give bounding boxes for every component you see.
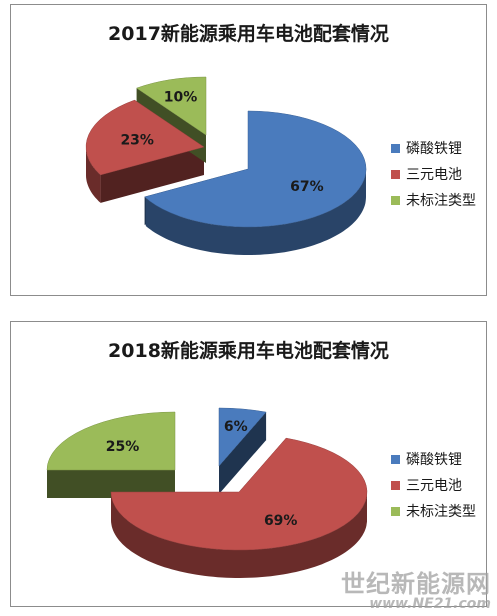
pie-slice-side-unlabeled [47, 470, 175, 498]
legend-swatch [391, 143, 400, 153]
legend-item-unlabeled: 未标注类型 [391, 187, 476, 213]
pie-slice-lfp [144, 110, 367, 228]
legend: 磷酸铁锂 三元电池 未标注类型 [391, 135, 476, 213]
data-label-lfp: 67% [290, 179, 324, 195]
pie-slice-ternary [85, 99, 205, 176]
pie-slice-unlabeled [46, 411, 176, 471]
pie-chart-2018: 6% 69% 25% [46, 407, 368, 578]
data-label-lfp: 6% [224, 419, 248, 435]
data-label-unlabeled: 10% [164, 89, 198, 105]
pie-slice-lfp [218, 407, 267, 467]
legend-item-lfp: 磷酸铁锂 [391, 135, 476, 161]
chart-title: 2018新能源乘用车电池配套情况 [108, 340, 389, 362]
data-label-ternary: 69% [264, 513, 298, 529]
legend-label: 磷酸铁锂 [406, 452, 462, 468]
pie-slice-ternary [110, 437, 368, 551]
chart-title: 2017新能源乘用车电池配套情况 [108, 23, 389, 45]
legend-item-ternary: 三元电池 [391, 161, 476, 187]
legend-swatch [391, 195, 400, 205]
legend-label: 三元电池 [406, 478, 462, 494]
data-label-unlabeled: 25% [106, 439, 140, 455]
legend-item-ternary: 三元电池 [391, 472, 476, 498]
legend-swatch [391, 454, 400, 464]
legend-item-lfp: 磷酸铁锂 [391, 446, 476, 472]
legend-label: 三元电池 [406, 167, 462, 183]
legend-swatch [391, 480, 400, 490]
legend-label: 未标注类型 [406, 504, 476, 520]
chart-panel-2018: 2018新能源乘用车电池配套情况 6% 69% 25% 磷酸铁锂 三元电池 未标注类… [10, 321, 487, 607]
watermark: 世纪新能源网 www.NE21.com [341, 570, 491, 613]
chart-panel-2017: 2017新能源乘用车电池配套情况 67% 23% 10% 磷酸铁锂 三元电池 未标注… [10, 4, 487, 296]
pie-slice-unlabeled [136, 76, 207, 136]
legend-label: 未标注类型 [406, 193, 476, 209]
watermark-url: www.NE21.com [369, 596, 491, 613]
legend-swatch [391, 169, 400, 179]
legend-label: 磷酸铁锂 [406, 141, 462, 157]
pie-chart-2017: 67% 23% 10% [85, 76, 367, 255]
pie-slice-side-lfp [219, 412, 267, 494]
legend-swatch [391, 506, 400, 516]
data-label-ternary: 23% [120, 133, 154, 149]
legend-item-unlabeled: 未标注类型 [391, 498, 476, 524]
legend: 磷酸铁锂 三元电池 未标注类型 [391, 446, 476, 524]
watermark-text: 世纪新能源网 [341, 570, 491, 599]
